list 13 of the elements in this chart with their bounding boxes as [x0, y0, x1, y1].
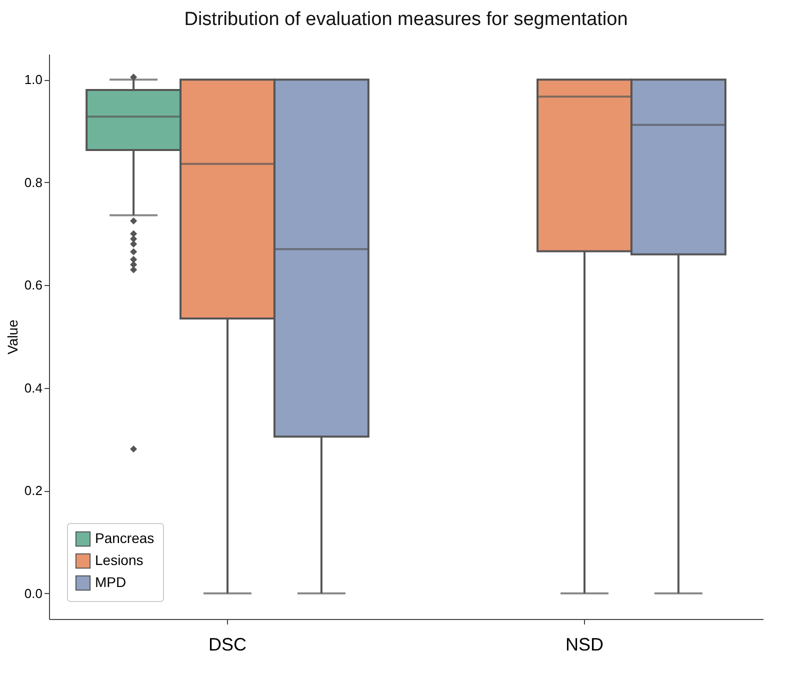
- y-tick-label: 0.8: [24, 174, 42, 190]
- legend-label: MPD: [95, 574, 126, 590]
- legend-label: Pancreas: [95, 530, 154, 546]
- y-axis-title: Value: [4, 319, 20, 354]
- y-tick-label: 0.2: [24, 483, 42, 498]
- legend-label: Lesions: [95, 552, 144, 568]
- x-tick-label: DSC: [208, 634, 247, 654]
- y-tick-label: 0.4: [24, 380, 42, 396]
- y-tick-label: 0.0: [24, 586, 42, 601]
- chart-title: Distribution of evaluation measures for segmentation: [184, 9, 628, 30]
- y-tick-label: 1.0: [24, 72, 42, 88]
- y-tick-label: 0.6: [24, 278, 42, 293]
- x-tick-label: NSD: [565, 634, 604, 654]
